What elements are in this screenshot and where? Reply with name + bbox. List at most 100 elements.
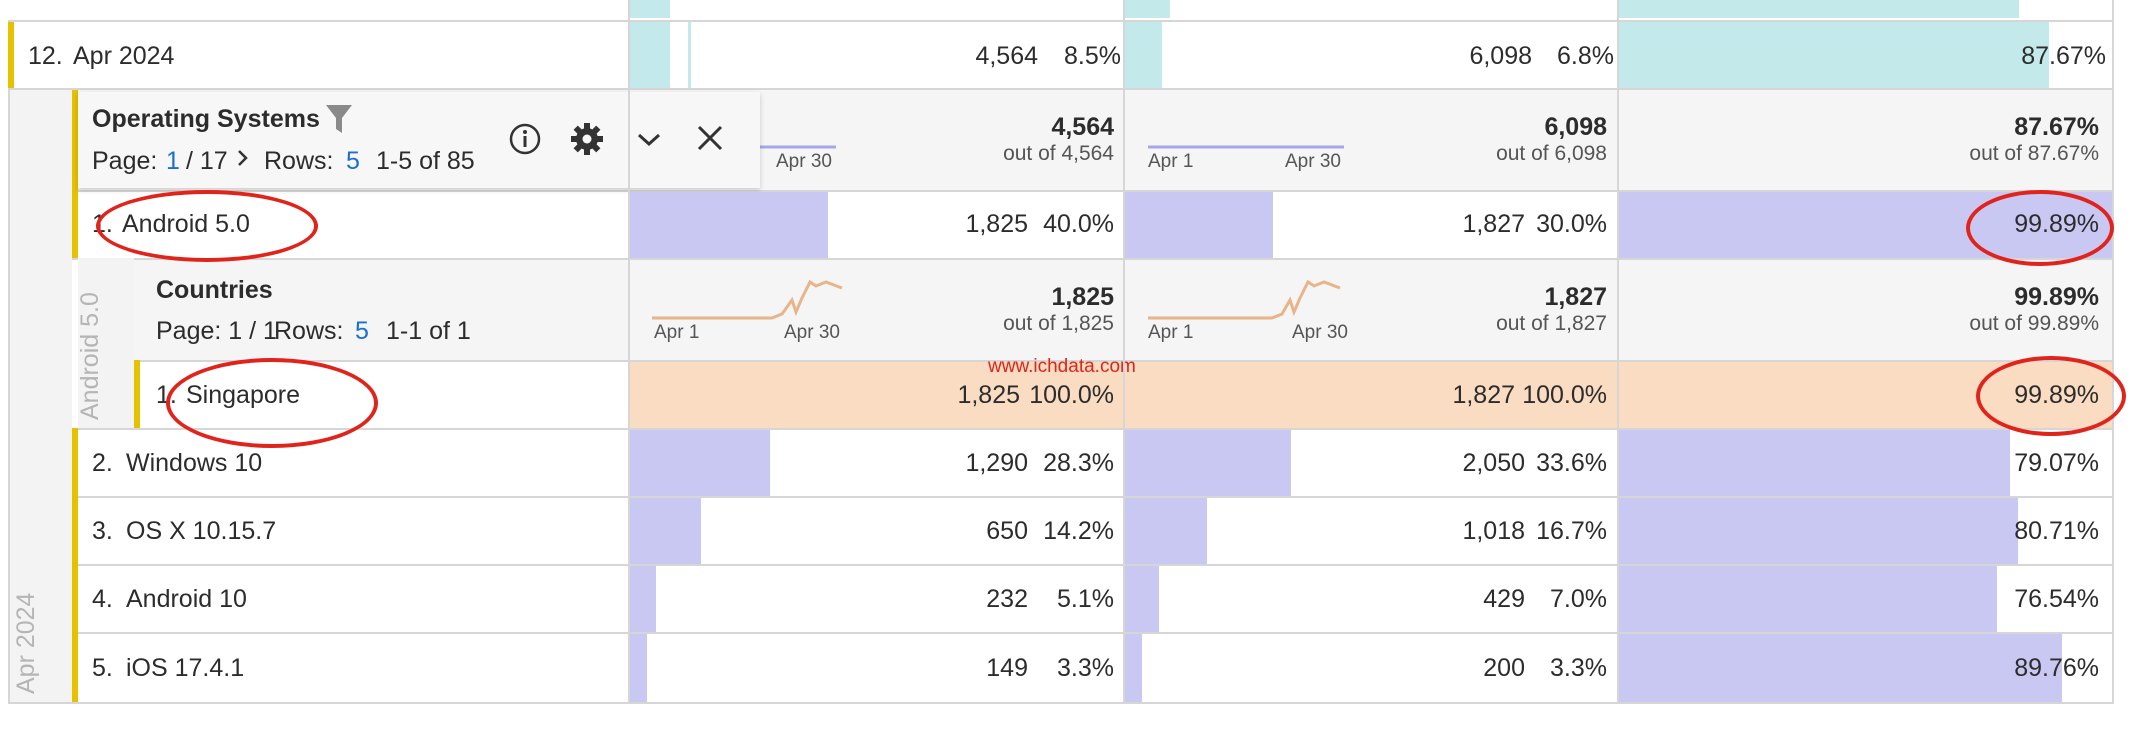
filter-icon[interactable]: [324, 102, 354, 136]
os-row-2-m1-pct: 28.3%: [1043, 449, 1114, 477]
os-row-2-m3-pct: 79.07%: [2014, 449, 2099, 477]
annotation-circle-singapore: [166, 358, 378, 448]
os-row-5-label[interactable]: iOS 17.4.1: [126, 654, 245, 682]
countries-spark-m1-start-label: Apr 1: [654, 322, 700, 343]
row12-m1-pct: 8.5%: [1064, 42, 1121, 70]
row-accent: [8, 20, 14, 90]
os-row-3-bar-m3: [1619, 498, 2018, 564]
row12-bar-m1: [630, 22, 670, 88]
annotation-circle-singapore-pct: [1976, 356, 2126, 436]
country-row-fill-m2: [1125, 362, 1619, 428]
divider: [8, 20, 2114, 22]
close-icon[interactable]: [696, 124, 724, 152]
annotation-circle-android: [96, 190, 318, 262]
row-number: 12.: [28, 42, 63, 70]
os-row-5-bar-m1: [630, 634, 647, 702]
watermark: www.ichdata.com: [988, 356, 1136, 377]
os-row-3-m2-value: 1,018: [1462, 517, 1525, 545]
countries-rows-label: Rows:: [274, 317, 344, 345]
accent-os-row-1: [72, 190, 78, 258]
countries-m3-total: 99.89%: [2014, 283, 2099, 311]
os-row-5-number: 5.: [92, 654, 113, 682]
os-rows-label: Rows:: [264, 147, 334, 175]
country-row-fill-m1: [630, 362, 1124, 428]
gear-icon[interactable]: [570, 122, 604, 156]
os-row-2-number: 2.: [92, 449, 113, 477]
os-panel-title[interactable]: Operating Systems: [92, 105, 320, 133]
os-row-5-m3-pct: 89.76%: [2014, 654, 2099, 682]
os-row-1-m2-pct: 30.0%: [1536, 210, 1607, 238]
countries-m1-out-of: out of 1,825: [1003, 312, 1114, 335]
accent-os-row-5: [72, 632, 78, 702]
os-row-4-m2-pct: 7.0%: [1550, 585, 1607, 613]
side-label-apr-2024: Apr 2024: [12, 592, 40, 694]
os-m2-total: 6,098: [1544, 113, 1607, 141]
countries-m1-total: 1,825: [1051, 283, 1114, 311]
os-m1-total: 4,564: [1051, 113, 1114, 141]
os-row-3-number: 3.: [92, 517, 113, 545]
row12-m2-value: 6,098: [1469, 42, 1532, 70]
os-row-1-m2-value: 1,827: [1462, 210, 1525, 238]
os-m2-out-of: out of 6,098: [1496, 142, 1607, 165]
row-apr-2024[interactable]: 12. Apr 2024 4,564 8.5% 6,098 6.8% 87.67…: [8, 0, 2114, 90]
os-sparkline-m1: [760, 145, 836, 149]
divider: [72, 258, 2114, 260]
os-m3-out-of: out of 87.67%: [1969, 142, 2099, 165]
divider: [8, 88, 2114, 90]
os-row-3-m3-pct: 80.71%: [2014, 517, 2099, 545]
os-row-3-bar-m2: [1125, 498, 1207, 564]
accent-os-row-4: [72, 564, 78, 632]
side-label-android-5: Android 5.0: [76, 292, 104, 420]
accent-os-row-3: [72, 496, 78, 564]
os-row-4-m1-pct: 5.1%: [1057, 585, 1114, 613]
countries-m2-total: 1,827: [1544, 283, 1607, 311]
info-icon[interactable]: [508, 122, 542, 156]
row-label[interactable]: Apr 2024: [73, 42, 175, 70]
chevron-right-icon[interactable]: [236, 148, 250, 168]
row12-bar-m1-marker: [688, 22, 691, 88]
countries-page-text: Page: 1 / 1: [156, 317, 277, 345]
country-row-m1-pct: 100.0%: [1029, 381, 1114, 409]
row12-bar-m2: [1124, 22, 1162, 88]
country-row-m1-value: 1,825: [957, 381, 1020, 409]
os-row-2-label[interactable]: Windows 10: [126, 449, 263, 477]
os-range: 1-5 of 85: [376, 147, 475, 175]
countries-spark-m1-end-label: Apr 30: [784, 322, 840, 343]
accent-countries-row: [134, 360, 140, 428]
column-divider: [2112, 0, 2114, 702]
country-row-m2-pct: 100.0%: [1522, 381, 1607, 409]
breakdown-side-strip-inner: [78, 258, 134, 428]
prev-row-bar-m3: [1619, 0, 2019, 18]
os-row-4-bar-m2: [1125, 566, 1159, 632]
os-page-label: Page:: [92, 147, 158, 175]
os-row-5-m1-pct: 3.3%: [1057, 654, 1114, 682]
row12-bar-m3: [1619, 22, 2049, 88]
os-row-3-m1-pct: 14.2%: [1043, 517, 1114, 545]
os-row-4-label[interactable]: Android 10: [126, 585, 247, 613]
accent-os-panel: [72, 90, 78, 190]
os-rows-value[interactable]: 5: [346, 147, 360, 175]
os-row-5-m1-value: 149: [986, 654, 1028, 682]
os-row-3-label[interactable]: OS X 10.15.7: [126, 517, 277, 545]
divider: [72, 496, 2114, 498]
os-row-2-bar-m3: [1619, 430, 2010, 496]
os-row-2-bar-m1: [630, 430, 770, 496]
countries-panel-title[interactable]: Countries: [156, 276, 273, 304]
countries-m3-out-of: out of 99.89%: [1969, 312, 2099, 335]
os-row-5-bar-m2: [1125, 634, 1142, 702]
column-divider: [628, 0, 630, 702]
annotation-circle-android-pct: [1966, 190, 2114, 266]
os-row-2-m2-pct: 33.6%: [1536, 449, 1607, 477]
countries-spark-m2-end-label: Apr 30: [1292, 322, 1348, 343]
countries-rows-value[interactable]: 5: [355, 317, 369, 345]
os-page-total: / 17: [186, 147, 228, 175]
breakdown-side-strip-outer: [8, 90, 72, 702]
os-row-3-bar-m1: [630, 498, 701, 564]
chevron-down-icon[interactable]: [636, 130, 662, 150]
os-page-current[interactable]: 1: [166, 147, 180, 175]
os-panel-controls: Operating Systems Page: 1 / 17 Rows: 5 1…: [78, 92, 760, 188]
os-row-3-m2-pct: 16.7%: [1536, 517, 1607, 545]
os-row-4-number: 4.: [92, 585, 113, 613]
row12-m2-pct: 6.8%: [1557, 42, 1614, 70]
divider: [8, 702, 2114, 704]
